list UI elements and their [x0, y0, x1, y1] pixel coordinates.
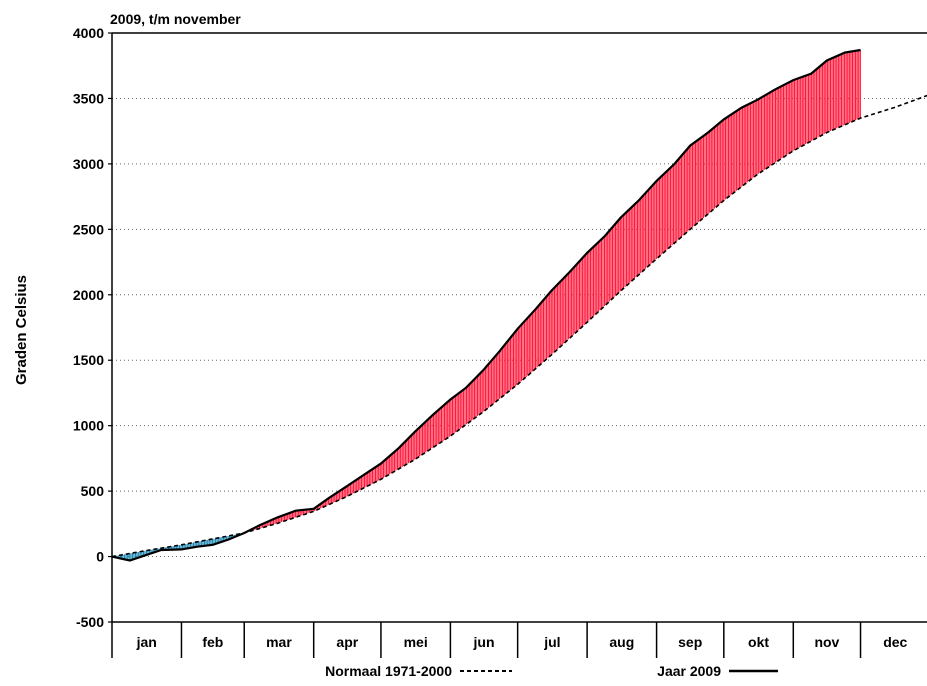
y-axis-label: Graden Celsius [13, 275, 30, 385]
x-tick-label: feb [202, 634, 223, 650]
x-tick-label: dec [883, 634, 907, 650]
year-series-line [111, 48, 861, 562]
x-tick-label: jul [543, 634, 560, 650]
axes [108, 32, 927, 658]
legend-label-year: Jaar 2009 [657, 663, 721, 679]
y-tick-label: 3000 [73, 156, 104, 172]
y-tick-labels: -500 0 500 1000 1500 2000 2500 3000 3500 4000 [73, 25, 104, 630]
x-tick-labels: jan feb mar apr mei jun jul aug sep okt nov dec [136, 634, 908, 650]
x-tick-label: aug [609, 634, 634, 650]
x-tick-label: okt [748, 634, 769, 650]
x-tick-label: jan [136, 634, 157, 650]
legend: Normaal 1971-2000 Jaar 2009 [325, 663, 778, 679]
y-tick-label: 3500 [73, 90, 104, 106]
y-tick-label: 4000 [73, 25, 104, 41]
x-tick-label: nov [814, 634, 839, 650]
y-tick-label: 500 [81, 483, 105, 499]
legend-label-normal: Normaal 1971-2000 [325, 663, 452, 679]
y-tick-label: 1000 [73, 418, 104, 434]
y-tick-label: 0 [96, 549, 104, 565]
series-lines [111, 48, 927, 562]
x-tick-label: sep [678, 634, 702, 650]
y-tick-label: 2500 [73, 221, 104, 237]
difference-fill [112, 50, 861, 561]
x-tick-label: apr [336, 634, 358, 650]
x-tick-label: jun [473, 634, 495, 650]
x-tick-label: mar [266, 634, 292, 650]
y-tick-label: -500 [76, 614, 104, 630]
y-tick-label: 1500 [73, 352, 104, 368]
y-tick-label: 2000 [73, 287, 104, 303]
chart-title: 2009, t/m november [110, 11, 241, 27]
x-tick-label: mei [404, 634, 428, 650]
